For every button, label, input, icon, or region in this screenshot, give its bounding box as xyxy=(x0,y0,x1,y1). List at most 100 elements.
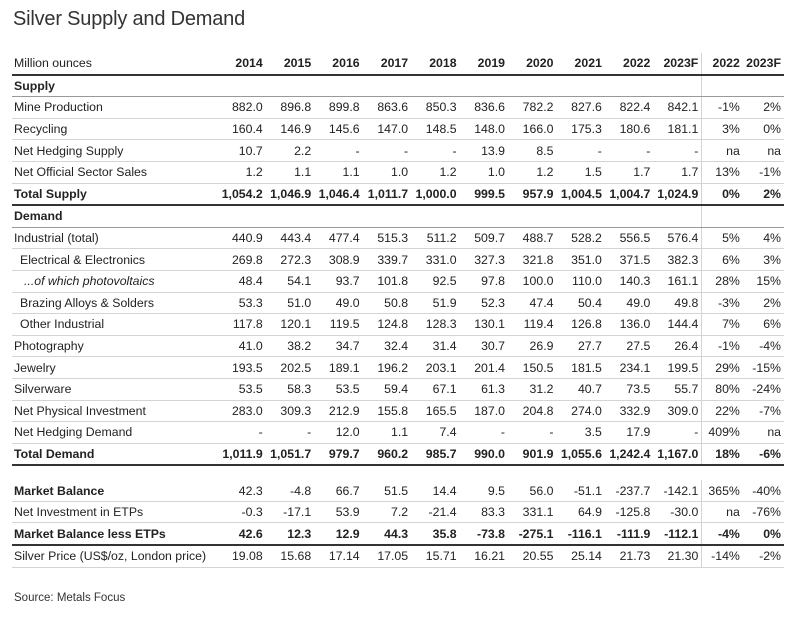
section-row: Demand xyxy=(12,205,784,228)
row-label: Jewelry xyxy=(12,356,218,379)
cell: 12.9 xyxy=(314,522,363,547)
table-row: Net Hedging Supply 10.7 2.2- - -13.9 8.5- - - na… xyxy=(12,139,784,162)
cell: 193.5 xyxy=(217,356,266,379)
cell: 110.0 xyxy=(556,270,605,293)
cell: 53.9 xyxy=(314,501,363,524)
cell: 100.0 xyxy=(508,270,557,293)
cell: 199.5 xyxy=(653,356,702,379)
cell: 204.8 xyxy=(508,400,557,423)
cell: 126.8 xyxy=(556,313,605,336)
cell: 148.0 xyxy=(459,118,508,141)
cell: 56.0 xyxy=(508,480,557,502)
cell: 59.4 xyxy=(362,378,412,401)
section-title: Demand xyxy=(12,205,218,228)
empty-cell xyxy=(411,74,460,98)
spacer-cell xyxy=(12,465,784,480)
cell: 1.2 xyxy=(411,161,460,184)
cell: -1% xyxy=(701,96,743,119)
empty-cell xyxy=(556,74,605,98)
cell: 2020 xyxy=(508,53,557,76)
cell: 12.3 xyxy=(265,522,315,547)
cell: 339.7 xyxy=(362,248,412,271)
cell: 850.3 xyxy=(411,96,460,119)
cell: -1% xyxy=(742,161,784,184)
data-table: Million ounces 2014 2015 2016 2017 2018 2019 20… xyxy=(12,53,784,568)
cell: 29% xyxy=(701,356,743,379)
cell: 5% xyxy=(701,227,743,250)
cell: 147.0 xyxy=(362,118,412,141)
cell: 3% xyxy=(701,118,743,141)
cell: -4.8 xyxy=(265,480,315,502)
cell: -51.1 xyxy=(556,480,605,502)
cell: 117.8 xyxy=(217,313,266,336)
cell: -4% xyxy=(701,522,743,547)
empty-cell xyxy=(742,205,784,228)
cell: 17.9 xyxy=(604,421,654,444)
table-row: Net Physical Investment 283.0 309.3 212.9 15… xyxy=(12,400,784,423)
cell: 2.2 xyxy=(265,139,315,162)
cell: - xyxy=(217,421,266,444)
cell: -237.7 xyxy=(604,480,654,502)
cell: 836.6 xyxy=(459,96,508,119)
cell: 7% xyxy=(701,313,743,336)
cell: 12.0 xyxy=(314,421,363,444)
cell: 0% xyxy=(742,522,784,547)
cell: 822.4 xyxy=(604,96,654,119)
cell: 148.5 xyxy=(411,118,460,141)
table-row: Market Balance less ETPs 42.6 12.3 12.9 44.3… xyxy=(12,522,784,547)
cell: 31.2 xyxy=(508,378,557,401)
cell: 332.9 xyxy=(604,400,654,423)
cell: -76% xyxy=(742,501,784,524)
cell: 22% xyxy=(701,400,743,423)
cell: 181.5 xyxy=(556,356,605,379)
row-label: Electrical & Electronics xyxy=(12,248,218,271)
cell: 269.8 xyxy=(217,248,266,271)
cell: 509.7 xyxy=(459,227,508,250)
cell: 51.5 xyxy=(362,480,412,502)
cell: 42.3 xyxy=(217,480,266,502)
cell: 863.6 xyxy=(362,96,412,119)
cell: 20.55 xyxy=(508,545,557,568)
cell: 155.8 xyxy=(362,400,412,423)
cell: 10.7 xyxy=(217,139,266,162)
cell: 2016 xyxy=(314,53,363,76)
cell: 160.4 xyxy=(217,118,266,141)
row-label: Net Official Sector Sales xyxy=(12,161,218,184)
cell: 73.5 xyxy=(604,378,654,401)
cell: 0% xyxy=(742,118,784,141)
cell: 979.7 xyxy=(314,442,363,467)
cell: 101.8 xyxy=(362,270,412,293)
empty-cell xyxy=(314,205,363,228)
cell: 3.5 xyxy=(556,421,605,444)
cell: 145.6 xyxy=(314,118,363,141)
cell: 119.5 xyxy=(314,313,363,336)
row-label: Net Hedging Demand xyxy=(12,421,218,444)
row-label: Silver Price (US$/oz, London price) xyxy=(12,545,218,568)
cell: 18% xyxy=(701,442,743,467)
cell: 2019 xyxy=(459,53,508,76)
cell: 960.2 xyxy=(362,442,412,467)
section-row: Supply xyxy=(12,74,784,98)
cell: 1,046.9 xyxy=(265,182,315,207)
cell: 53.3 xyxy=(217,292,266,315)
row-label: Recycling xyxy=(12,118,218,141)
cell: 2% xyxy=(742,292,784,315)
cell: 443.4 xyxy=(265,227,315,250)
cell: 21.30 xyxy=(653,545,702,568)
cell: 515.3 xyxy=(362,227,412,250)
cell: 985.7 xyxy=(411,442,460,467)
table-row: Electrical & Electronics 269.8 272.3 308.9 3… xyxy=(12,248,784,271)
cell: 28% xyxy=(701,270,743,293)
empty-cell xyxy=(604,74,654,98)
cell: 990.0 xyxy=(459,442,508,467)
cell: 15% xyxy=(742,270,784,293)
empty-cell xyxy=(217,74,266,98)
empty-cell xyxy=(508,74,557,98)
cell: 331.0 xyxy=(411,248,460,271)
cell: 1,055.6 xyxy=(556,442,605,467)
cell: 52.3 xyxy=(459,292,508,315)
row-label: Net Hedging Supply xyxy=(12,139,218,162)
cell: 196.2 xyxy=(362,356,412,379)
cell: -7% xyxy=(742,400,784,423)
